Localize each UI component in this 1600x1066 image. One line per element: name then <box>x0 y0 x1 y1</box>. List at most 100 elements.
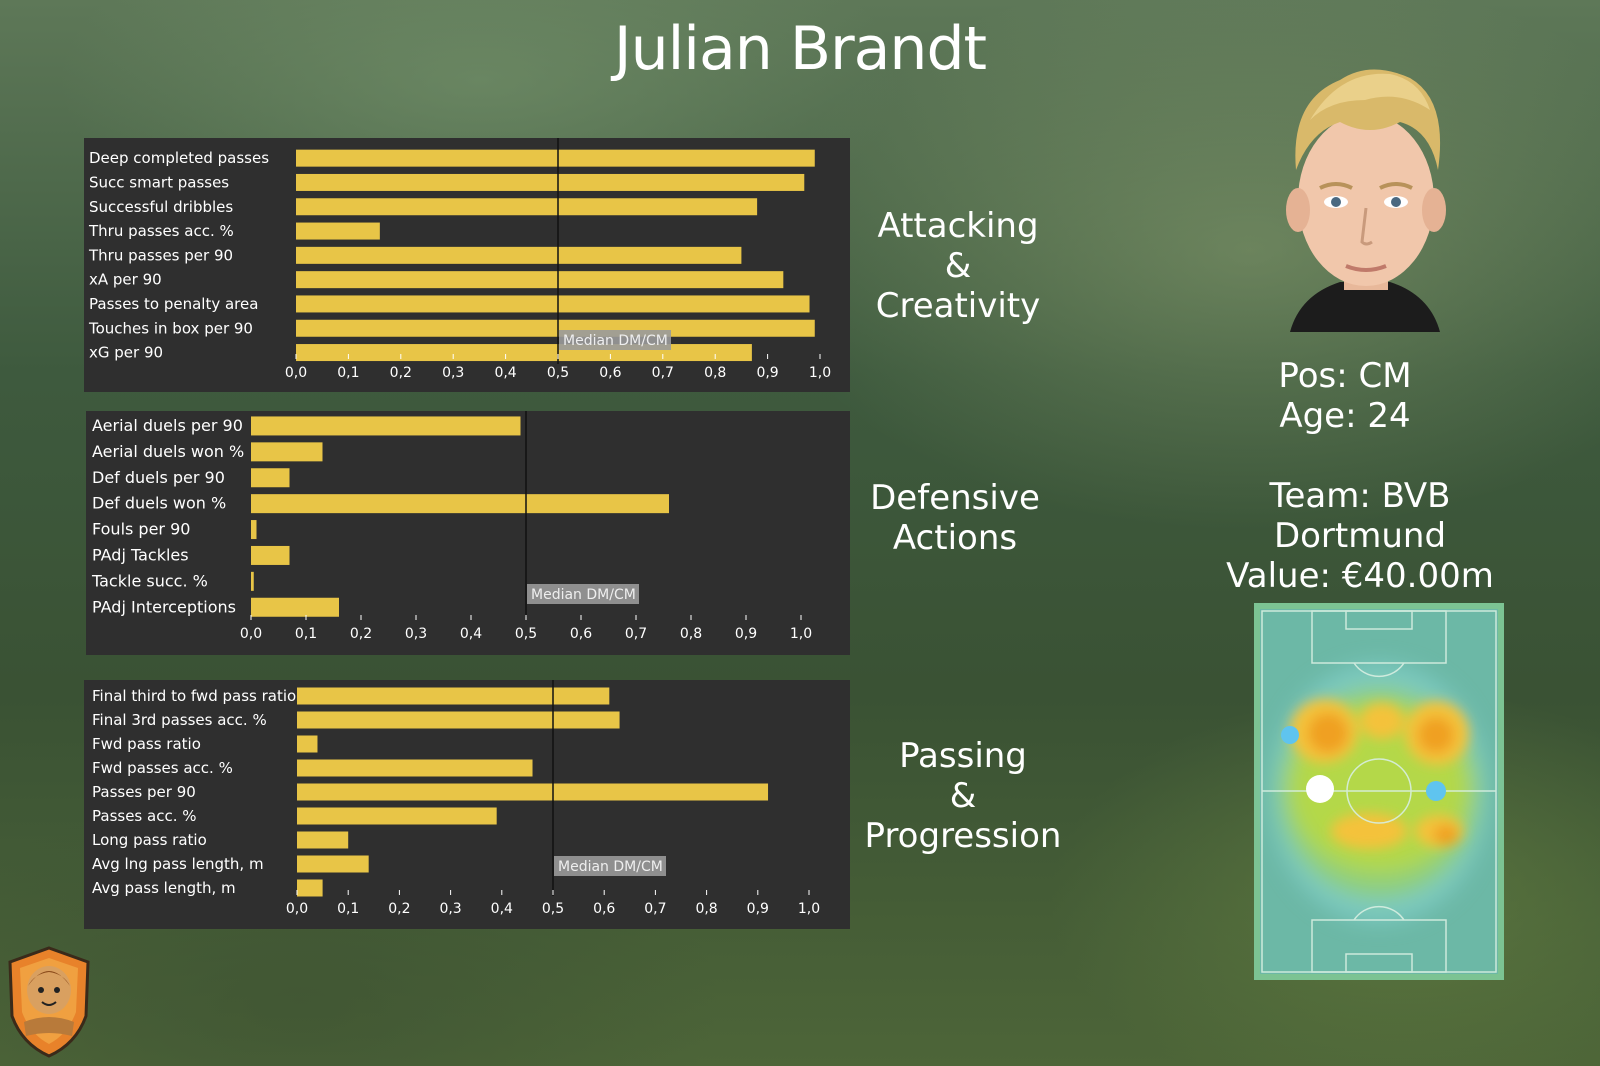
tick-label: 0,4 <box>460 626 482 642</box>
category-label: Def duels won % <box>92 494 226 513</box>
bar <box>296 271 784 289</box>
category-label: Deep completed passes <box>89 149 269 167</box>
tick-label: 0,3 <box>442 365 464 381</box>
passing-category-label: Passing & Progression <box>860 736 1066 856</box>
tick-label: 0,3 <box>405 626 427 642</box>
tick-label: 0,1 <box>295 626 317 642</box>
player-portrait <box>1286 69 1446 332</box>
tick-label: 0,4 <box>494 365 516 381</box>
category-label: Aerial duels won % <box>92 442 244 461</box>
category-label: Successful dribbles <box>89 198 233 216</box>
tick-label: 0,2 <box>390 365 412 381</box>
category-label: Avg pass length, m <box>92 879 236 897</box>
tick-label: 0,8 <box>695 901 717 917</box>
bar <box>297 855 369 873</box>
tick-label: 0,6 <box>599 365 621 381</box>
tick-label: 0,2 <box>350 626 372 642</box>
bar <box>296 222 380 240</box>
heatmap-pitch <box>1254 603 1504 980</box>
bar <box>251 468 290 488</box>
median-label: Median DM/CM <box>558 859 663 875</box>
tick-label: 1,0 <box>798 901 820 917</box>
tick-label: 0,6 <box>593 901 615 917</box>
tick-label: 0,8 <box>680 626 702 642</box>
tick-label: 1,0 <box>809 365 831 381</box>
category-label: Def duels per 90 <box>92 468 225 487</box>
median-label-background <box>527 584 639 604</box>
bar <box>296 295 810 313</box>
attacking-chart-panel: Deep completed passes Succ smart passes Su… <box>84 138 850 392</box>
attacking-category-label: Attacking & Creativity <box>860 206 1056 326</box>
bar-chart-svg: Deep completed passes Succ smart passes Su… <box>88 138 831 381</box>
category-label: Final third to fwd pass ratio <box>92 687 296 705</box>
player-team: Team: BVB Dortmund <box>1269 476 1451 556</box>
tick-label: 0,4 <box>491 901 513 917</box>
category-label: Final 3rd passes acc. % <box>92 711 267 729</box>
bar <box>296 198 758 216</box>
lion-logo-icon <box>8 946 90 1058</box>
tick-label: 0,5 <box>515 626 537 642</box>
tick-label: 0,8 <box>704 365 726 381</box>
category-label: Passes to penalty area <box>89 295 258 313</box>
tick-label: 0,5 <box>547 365 569 381</box>
tick-label: 0,0 <box>285 365 307 381</box>
category-label: Touches in box per 90 <box>88 319 253 337</box>
category-label: Succ smart passes <box>89 173 229 191</box>
bar <box>296 319 815 337</box>
player-name-title: Julian Brandt <box>613 14 987 84</box>
tick-label: 0,1 <box>337 901 359 917</box>
category-label: Thru passes per 90 <box>88 246 233 264</box>
passing-label-line-2: & <box>949 776 977 816</box>
bar <box>251 520 257 540</box>
tick-label: 0,7 <box>625 626 647 642</box>
defensive-chart-panel: Aerial duels per 90 Aerial duels won % Def… <box>86 411 850 655</box>
bar <box>251 494 669 514</box>
tick-label: 0,7 <box>652 365 674 381</box>
player-position: Pos: CM <box>1278 356 1412 396</box>
tick-label: 0,3 <box>439 901 461 917</box>
category-label: PAdj Tackles <box>92 545 189 564</box>
category-label: PAdj Interceptions <box>92 597 236 616</box>
player-value: Value: €40.00m <box>1226 556 1494 596</box>
bar <box>297 735 318 753</box>
category-label: xA per 90 <box>89 271 162 289</box>
category-label: Passes per 90 <box>92 783 196 801</box>
bar <box>296 149 815 167</box>
passing-label-line-1: Passing <box>899 736 1027 776</box>
bar <box>297 783 769 801</box>
tick-label: 0,2 <box>388 901 410 917</box>
bar <box>296 344 752 362</box>
bar <box>251 597 339 617</box>
bar <box>297 711 620 729</box>
category-label: Avg lng pass length, m <box>92 855 264 873</box>
category-label: Tackle succ. % <box>91 571 208 590</box>
category-label: Fwd passes acc. % <box>92 759 233 777</box>
attacking-label-line-1: Attacking <box>877 206 1039 246</box>
bar-chart-svg: Final third to fwd pass ratio Final 3rd p… <box>92 680 820 917</box>
category-label: Passes acc. % <box>92 807 196 825</box>
tick-label: 0,0 <box>240 626 262 642</box>
category-label: xG per 90 <box>89 344 163 362</box>
bar <box>251 545 290 565</box>
category-label: Aerial duels per 90 <box>92 416 243 435</box>
category-label: Long pass ratio <box>92 831 207 849</box>
category-label: Fwd pass ratio <box>92 735 201 753</box>
bar <box>251 571 254 591</box>
passing-label-line-3: Progression <box>864 816 1062 856</box>
median-label: Median DM/CM <box>531 587 636 603</box>
attacking-label-line-2: & <box>944 246 972 286</box>
tick-label: 0,9 <box>756 365 778 381</box>
bar <box>297 831 349 849</box>
bar <box>251 442 323 462</box>
tick-label: 0,9 <box>735 626 757 642</box>
tick-label: 0,5 <box>542 901 564 917</box>
defensive-label-line-2: Actions <box>892 518 1018 558</box>
category-label: Fouls per 90 <box>92 520 190 539</box>
median-label: Median DM/CM <box>563 333 668 349</box>
bar <box>297 807 497 825</box>
median-label-background <box>559 330 671 350</box>
bar-chart-svg: Aerial duels per 90 Aerial duels won % Def… <box>91 411 812 642</box>
tick-label: 0,1 <box>337 365 359 381</box>
player-team-value: Team: BVB Dortmund Value: €40.00m <box>1190 476 1530 596</box>
median-label-background <box>554 856 666 876</box>
